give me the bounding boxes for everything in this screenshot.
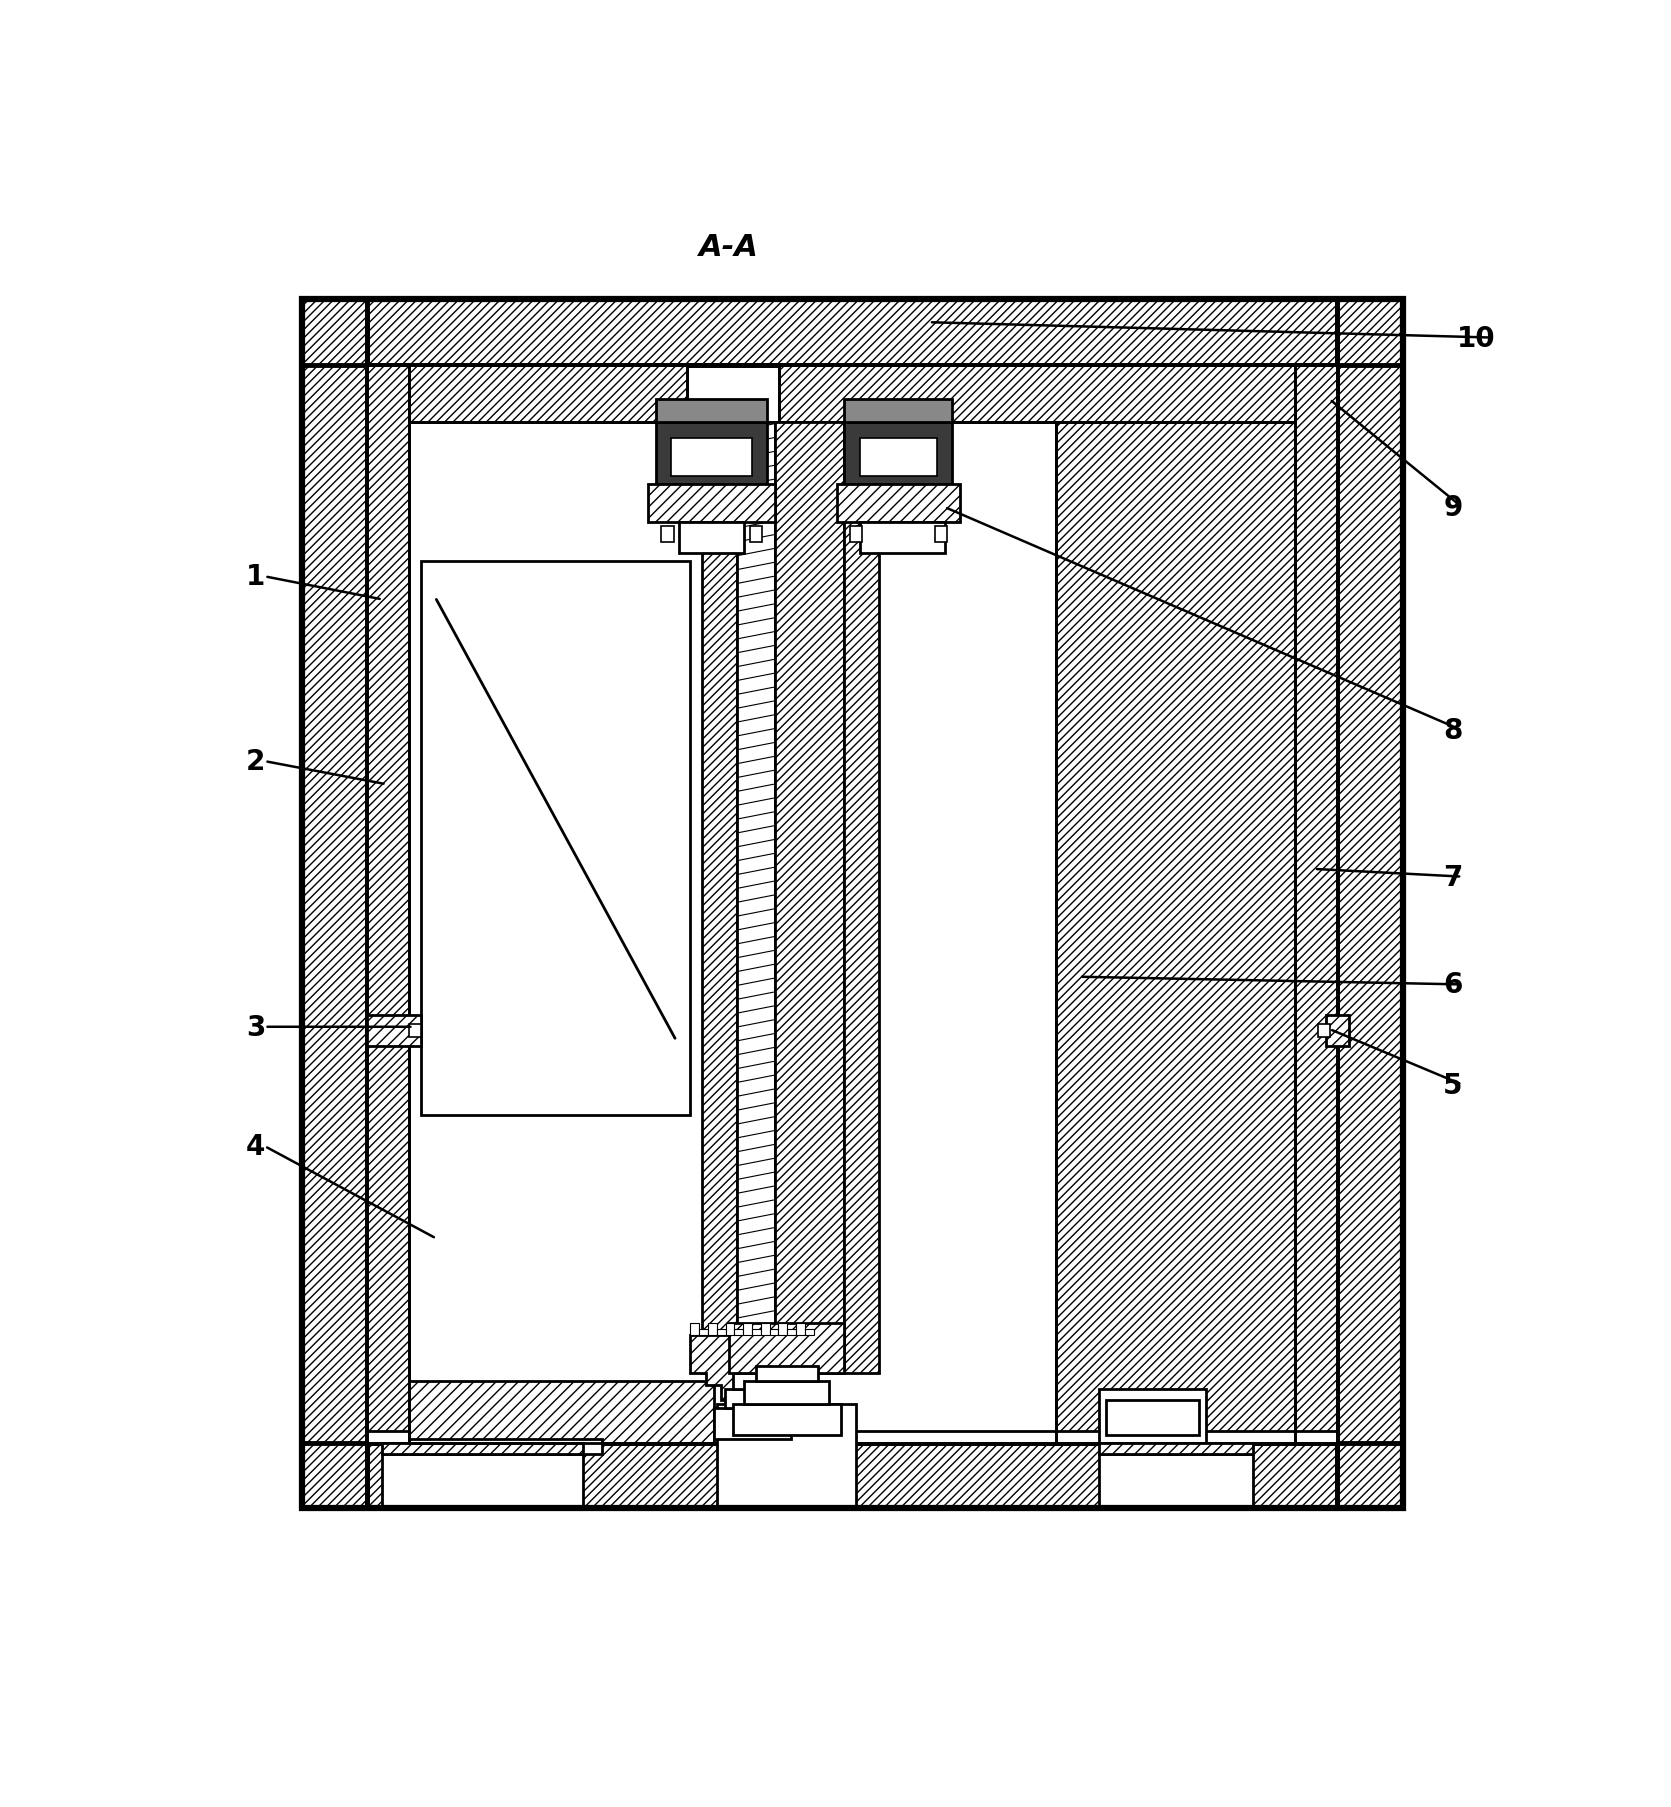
Bar bbox=[795, 1323, 805, 1335]
Bar bbox=[301, 300, 368, 1509]
Bar bbox=[648, 484, 775, 524]
Bar bbox=[368, 1431, 1337, 1442]
Text: 8: 8 bbox=[1444, 717, 1462, 744]
Bar bbox=[770, 1328, 779, 1335]
Bar bbox=[383, 1455, 583, 1509]
Bar bbox=[1337, 300, 1402, 1509]
Bar bbox=[409, 423, 1056, 1442]
Bar bbox=[655, 399, 767, 423]
Bar bbox=[1337, 300, 1402, 1509]
Bar bbox=[409, 365, 687, 423]
Bar bbox=[702, 423, 737, 1373]
Bar bbox=[662, 528, 673, 542]
Text: 5: 5 bbox=[1444, 1072, 1462, 1099]
Bar bbox=[1098, 1390, 1206, 1442]
Bar bbox=[1295, 365, 1337, 1442]
Bar bbox=[805, 1328, 814, 1335]
Bar bbox=[1295, 365, 1337, 1442]
Bar bbox=[1056, 423, 1295, 1442]
Bar bbox=[737, 423, 775, 1373]
Bar bbox=[698, 1328, 709, 1335]
Bar bbox=[750, 528, 762, 542]
Bar bbox=[934, 528, 947, 542]
Bar bbox=[844, 423, 952, 484]
Bar bbox=[368, 365, 1337, 1442]
Bar bbox=[861, 439, 937, 477]
Bar bbox=[779, 1323, 787, 1335]
Bar bbox=[714, 1408, 790, 1438]
Text: 3: 3 bbox=[246, 1014, 266, 1041]
Bar bbox=[1098, 1442, 1253, 1455]
Bar bbox=[837, 484, 959, 524]
Bar bbox=[775, 423, 844, 1373]
Bar bbox=[409, 1381, 714, 1442]
Text: 6: 6 bbox=[1444, 970, 1462, 999]
Text: A-A: A-A bbox=[698, 233, 759, 262]
Bar bbox=[744, 1323, 752, 1335]
Bar bbox=[779, 365, 1295, 423]
Bar bbox=[1106, 1400, 1198, 1435]
Bar bbox=[301, 300, 368, 1509]
Bar bbox=[301, 300, 1402, 1509]
Bar bbox=[779, 365, 1295, 423]
Bar bbox=[409, 365, 687, 423]
Bar bbox=[729, 1323, 844, 1373]
Bar bbox=[1325, 1016, 1348, 1046]
Polygon shape bbox=[690, 1335, 814, 1400]
Bar bbox=[755, 1366, 817, 1381]
Text: 9: 9 bbox=[1444, 493, 1462, 522]
Bar bbox=[844, 399, 952, 423]
Bar bbox=[851, 528, 862, 542]
Bar bbox=[717, 1328, 725, 1335]
Bar bbox=[787, 1328, 795, 1335]
Bar bbox=[760, 1323, 770, 1335]
Bar bbox=[734, 1373, 772, 1390]
Bar bbox=[421, 562, 690, 1115]
Bar bbox=[655, 423, 767, 484]
Bar bbox=[409, 1438, 602, 1455]
Text: 7: 7 bbox=[1444, 864, 1462, 891]
Bar bbox=[717, 1404, 856, 1509]
Bar bbox=[709, 1323, 717, 1335]
Bar bbox=[678, 524, 744, 555]
Bar bbox=[301, 300, 1402, 365]
Bar bbox=[672, 439, 752, 477]
Bar bbox=[1098, 1455, 1253, 1509]
Bar bbox=[744, 1381, 829, 1404]
Bar bbox=[368, 365, 409, 1442]
Bar bbox=[368, 1016, 421, 1046]
Bar bbox=[734, 1404, 841, 1435]
Bar bbox=[690, 1323, 698, 1335]
Text: 1: 1 bbox=[246, 564, 266, 591]
Bar bbox=[383, 1442, 583, 1455]
Text: 10: 10 bbox=[1457, 325, 1496, 352]
Bar bbox=[752, 1328, 760, 1335]
Bar bbox=[368, 365, 409, 1442]
Bar bbox=[735, 1328, 744, 1335]
Text: 4: 4 bbox=[246, 1133, 266, 1160]
Bar bbox=[725, 1390, 779, 1408]
Text: 2: 2 bbox=[246, 748, 266, 775]
Bar bbox=[409, 1025, 421, 1037]
Bar bbox=[861, 524, 944, 555]
Bar bbox=[301, 1442, 1402, 1509]
Bar bbox=[301, 300, 1402, 365]
Bar bbox=[1056, 423, 1295, 1442]
Bar bbox=[844, 423, 879, 1373]
Bar bbox=[725, 1323, 735, 1335]
Bar bbox=[301, 1442, 1402, 1509]
Bar bbox=[1318, 1025, 1330, 1037]
